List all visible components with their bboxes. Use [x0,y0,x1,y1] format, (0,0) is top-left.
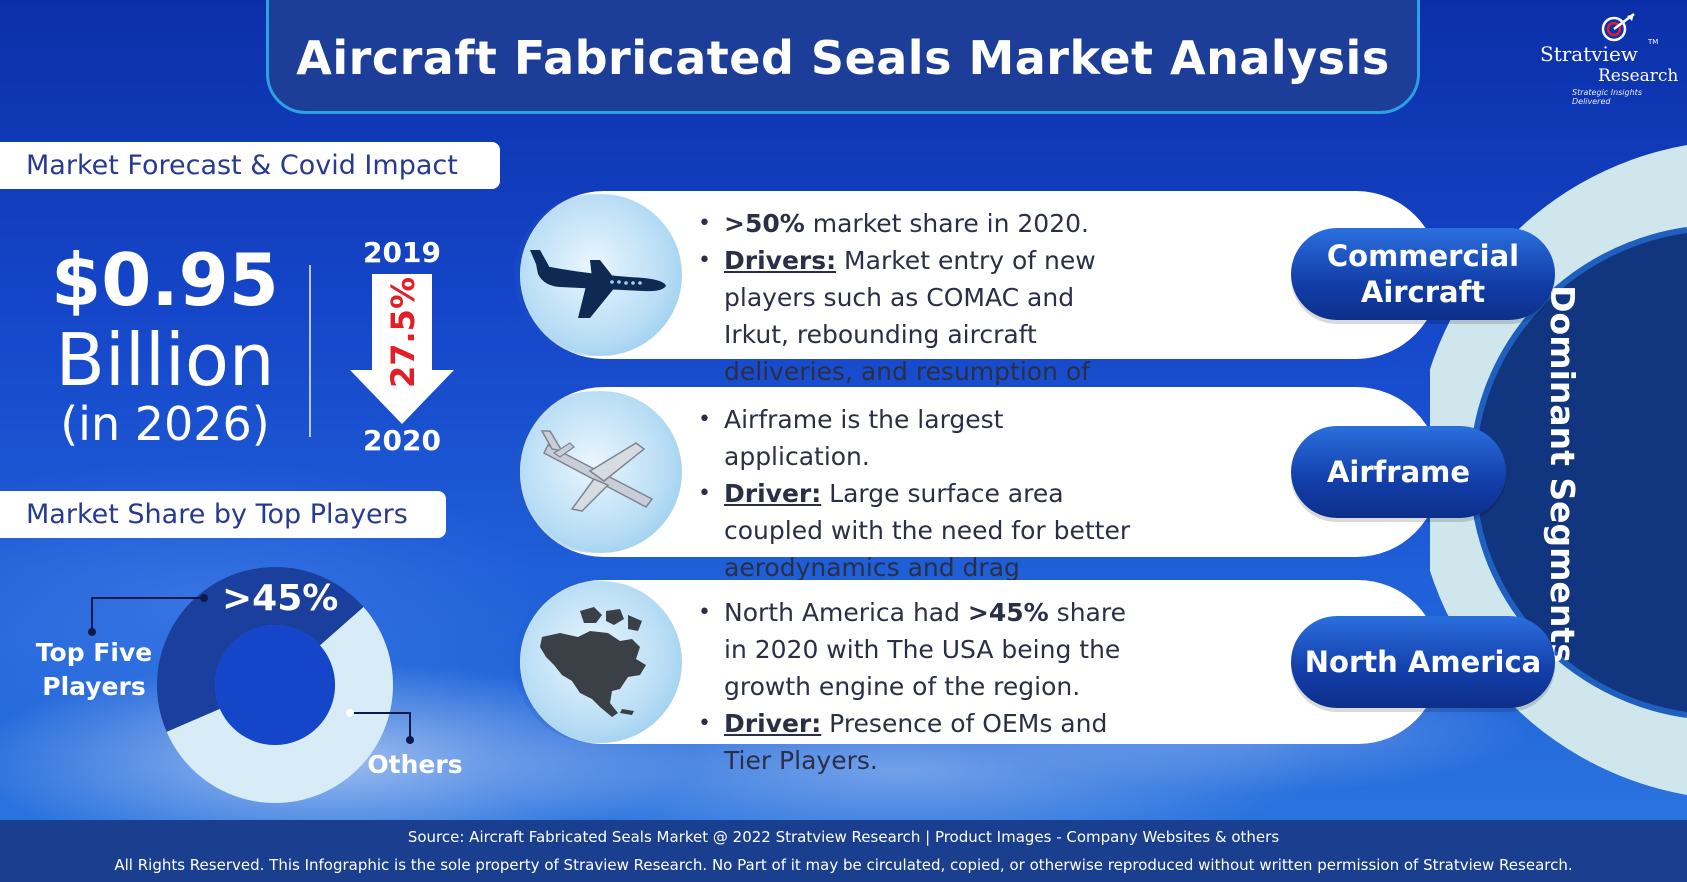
donut-slice-others [166,606,393,803]
footer-source: Source: Aircraft Fabricated Seals Market… [407,828,1280,846]
decline-arrow-icon [350,274,454,424]
airframe-plane-icon [520,391,682,553]
segment-pill-commercial-aircraft: Commercial Aircraft [1291,228,1555,320]
segment-2-bullet-1: Airframe is the largest application. [698,401,1140,475]
segment-2-bullet-1-text: Airframe is the largest application. [724,405,1004,471]
forecast-unit: Billion [55,318,275,402]
commercial-airplane-icon [520,194,682,356]
segment-1-bullet-1-bold: >50% [724,209,805,238]
logo-target-icon [1601,13,1635,42]
segment-pill-north-america: North America [1291,616,1555,708]
segment-card-commercial-aircraft: >50% market share in 2020. Drivers: Mark… [520,191,1440,423]
donut-slice-top-five [157,567,364,732]
logo-sub: Research [1598,66,1679,86]
forecast-divider [309,265,311,437]
footer: Source: Aircraft Fabricated Seals Market… [0,820,1687,882]
footer-rights: All Rights Reserved. This Infographic is… [114,856,1573,874]
segment-3-bullet-2: Driver: Presence of OEMs and Tier Player… [698,705,1140,779]
segment-3-text: North America had >45% share in 2020 wit… [698,594,1140,779]
donut-top-five-label: Top Five Players [35,638,153,701]
covid-from-year: 2019 [363,236,441,269]
segment-3-bullet-1: North America had >45% share in 2020 wit… [698,594,1140,705]
share-donut-chart [157,567,393,803]
share-section-label: Market Share by Top Players [0,491,446,538]
segment-card-north-america: North America had >45% share in 2020 wit… [520,580,1440,775]
segment-3-bullet-2-heading: Driver: [724,709,822,738]
segment-2-bullet-2-heading: Driver: [724,479,822,508]
page-title: Aircraft Fabricated Seals Market Analysi… [296,31,1390,85]
forecast-year: (in 2026) [60,397,270,451]
segment-1-bullet-1-text: market share in 2020. [804,209,1089,238]
forecast-value: $0.95 [51,238,279,322]
segment-2-text: Airframe is the largest application. Dri… [698,401,1140,623]
logo-name: Stratview [1540,42,1638,66]
segment-3-bullet-1-text: share in 2020 with The USA being the gro… [724,598,1126,701]
segment-2-bullet-2: Driver: Large surface area coupled with … [698,475,1140,623]
title-banner: Aircraft Fabricated Seals Market Analysi… [266,0,1420,114]
stratview-logo: Stratview TM Research Strategic Insights… [1530,12,1680,106]
forecast-section-label: Market Forecast & Covid Impact [0,142,500,189]
covid-to-year: 2020 [363,424,441,457]
segment-card-airframe: Airframe is the largest application. Dri… [520,387,1440,619]
covid-decline-percent: 27.5% [384,276,422,388]
donut-hole [215,625,335,745]
dominant-segments-label: Dominant Segments [1543,285,1582,663]
donut-top-share-label: >45% [222,578,339,619]
north-america-map-icon [520,581,682,743]
segment-2-bullet-2-text: Large surface area coupled with the need… [724,479,1131,619]
logo-tagline: Strategic Insights Delivered [1572,88,1642,106]
segment-3-bullet-1-pre: North America had [724,598,968,627]
logo-trademark: TM [1648,38,1659,46]
segment-3-bullet-1-bold: >45% [967,598,1049,627]
donut-others-label: Others [367,750,463,779]
segment-pill-airframe: Airframe [1291,426,1506,518]
segment-3-bullet-2-text: Presence of OEMs and Tier Players. [724,709,1108,775]
segment-1-bullet-1: >50% market share in 2020. [698,205,1140,242]
segment-1-bullet-2-heading: Drivers: [724,246,837,275]
